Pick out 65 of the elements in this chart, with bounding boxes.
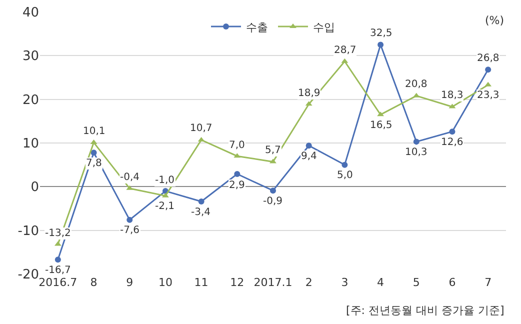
point bbox=[270, 158, 276, 164]
x-tick-label: 2017.1 bbox=[254, 276, 292, 289]
point bbox=[234, 171, 240, 177]
data-label: -16,7 bbox=[45, 265, 71, 276]
data-label: 26,8 bbox=[477, 53, 500, 64]
x-tick-label: 9 bbox=[126, 276, 134, 289]
data-label: 23,3 bbox=[477, 90, 500, 101]
y-tick-label: 10 bbox=[22, 136, 39, 152]
data-label: 5,0 bbox=[337, 170, 353, 181]
data-label: 10,3 bbox=[405, 147, 428, 158]
data-label: 10,7 bbox=[190, 123, 212, 134]
data-label: 7,8 bbox=[86, 158, 102, 169]
data-label: 18,3 bbox=[441, 90, 464, 101]
x-tick-label: 4 bbox=[377, 276, 384, 289]
data-label: -2,1 bbox=[155, 201, 175, 212]
data-label: 12,6 bbox=[441, 137, 464, 148]
data-label: 18,9 bbox=[298, 88, 320, 99]
x-tick-label: 10 bbox=[158, 276, 172, 289]
point bbox=[90, 150, 97, 156]
y-tick-label: 40 bbox=[22, 6, 39, 21]
y-tick-label: -20 bbox=[18, 268, 39, 283]
x-tick-label: 2 bbox=[305, 276, 312, 289]
point bbox=[126, 216, 133, 223]
legend-label: 수입 bbox=[313, 20, 335, 34]
point bbox=[413, 138, 420, 145]
x-tick-label: 11 bbox=[194, 276, 208, 289]
point bbox=[378, 42, 384, 48]
data-label: 10,1 bbox=[83, 126, 106, 137]
data-label: 28,7 bbox=[334, 45, 356, 56]
point bbox=[306, 142, 312, 149]
data-label: 9,4 bbox=[301, 151, 317, 162]
data-label: 16,5 bbox=[370, 120, 392, 131]
text: [주: 전년동월 대비 증가율 기준] bbox=[346, 304, 504, 317]
x-tick-label: 5 bbox=[412, 276, 420, 289]
data-label: 7,0 bbox=[229, 140, 245, 151]
data-label: -3,4 bbox=[191, 207, 211, 218]
data-label: -13,2 bbox=[45, 228, 71, 239]
point bbox=[342, 162, 348, 168]
point bbox=[270, 188, 276, 194]
data-label: -7,6 bbox=[120, 225, 140, 236]
point bbox=[449, 128, 456, 135]
data-label: 5,7 bbox=[265, 145, 281, 156]
y-tick-label: 0 bbox=[30, 180, 39, 196]
legend-label: 수출 bbox=[246, 20, 268, 34]
x-tick-label: 3 bbox=[341, 276, 348, 289]
point bbox=[377, 112, 384, 116]
point bbox=[54, 256, 61, 263]
point bbox=[485, 66, 492, 73]
x-tick-label: 7 bbox=[484, 276, 492, 289]
data-label: 2,9 bbox=[229, 180, 245, 191]
y-tick-label: -10 bbox=[18, 224, 39, 239]
data-label: -0,9 bbox=[263, 196, 283, 207]
y-tick-label: 30 bbox=[22, 49, 39, 64]
data-label: 32,5 bbox=[370, 28, 392, 39]
x-tick-label: 6 bbox=[448, 276, 456, 289]
y-tick-label: 20 bbox=[22, 92, 39, 108]
annotation: (%) bbox=[485, 14, 504, 27]
x-tick-label: 8 bbox=[90, 276, 98, 289]
point bbox=[162, 192, 169, 198]
data-label: -0,4 bbox=[120, 172, 140, 183]
x-tick-label: 12 bbox=[230, 276, 244, 289]
data-label: -1,0 bbox=[155, 175, 175, 186]
x-tick-label: 2016.7 bbox=[38, 276, 78, 289]
data-label: 20,8 bbox=[405, 79, 428, 90]
point bbox=[198, 198, 204, 205]
